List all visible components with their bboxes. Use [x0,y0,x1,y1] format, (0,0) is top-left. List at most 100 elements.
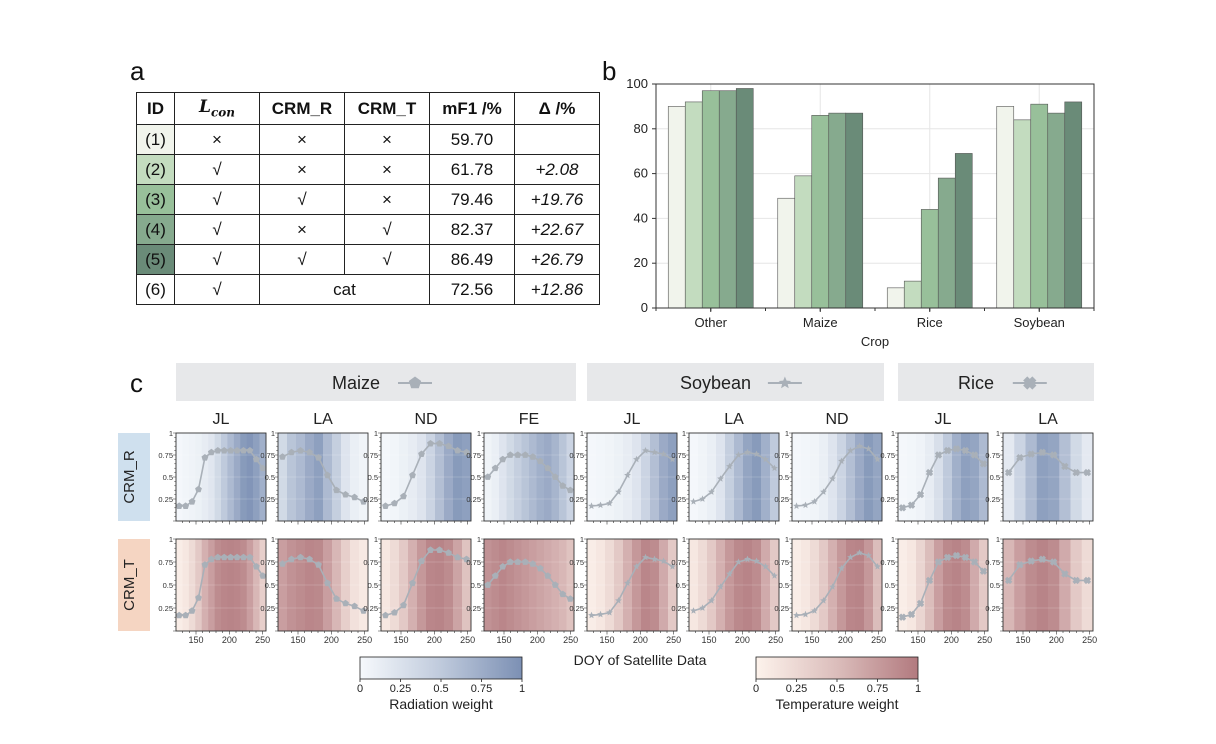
weight-band [907,539,917,631]
weight-band [614,433,624,521]
subplot-frame [586,432,678,522]
subplot-frame [897,538,989,632]
x-tick-label: 200 [324,635,339,645]
data-point [916,599,925,608]
weight-band [659,433,669,521]
x-tick-label: 200 [735,635,750,645]
cell-crm-r: × [259,214,345,245]
data-point [499,563,507,570]
subplot-frame [1002,432,1094,522]
series-line [282,556,364,612]
y-tick-label: 1 [374,535,378,544]
data-point [856,549,863,556]
data-point [961,553,970,562]
colorbar-tick-label: 1 [915,683,921,695]
group-header-label: Maize [332,373,380,393]
data-point [454,553,461,561]
region-label: LA [313,411,333,428]
weight-band [278,539,288,631]
data-point [660,557,667,564]
subplot-frame [380,432,472,522]
table-row: (6) √ cat 72.56 +12.86 [136,274,600,305]
data-point [521,558,529,565]
weight-band [233,539,241,631]
colorbar-tick-label: 0.75 [471,683,492,695]
data-point [351,493,358,501]
weight-band [698,433,708,521]
weight-band [1059,433,1071,521]
weight-band [979,433,989,521]
data-point [288,555,295,563]
weight-band [743,539,753,631]
subplot-frame [483,432,575,522]
weight-band [296,539,306,631]
weight-band [1036,539,1049,631]
weight-band [287,433,297,521]
weight-band [390,433,400,521]
weight-band [846,433,856,521]
weight-band [1014,539,1026,631]
weight-band [359,539,369,631]
weight-band [381,433,391,521]
data-point [427,440,434,447]
bar [794,175,813,309]
weight-band [350,539,360,631]
shared-x-label: DOY of Satellite Data [574,652,707,668]
weight-band [536,433,545,521]
y-tick-label: 0.25 [158,604,173,613]
y-tick-label: 0.75 [260,558,275,567]
data-point [1072,576,1080,585]
weight-band [979,539,989,631]
data-point [559,590,567,598]
weight-band [176,433,183,521]
weight-band [484,433,492,521]
weight-band [341,433,351,521]
y-tick-label: 1 [891,535,895,544]
data-point [943,553,952,562]
data-point [259,464,267,472]
data-point [220,447,228,454]
subplot-frame [586,538,678,632]
weight-band [961,539,971,631]
weight-band [792,433,802,521]
weight-band [1036,433,1049,521]
weight-band [221,539,228,631]
bar [735,88,754,309]
cell-delta [514,124,600,155]
data-point [762,563,769,570]
cell-delta: +2.08 [514,154,600,185]
weight-band [253,433,260,521]
y-tick-label: 1 [996,429,1000,438]
data-point [252,563,260,570]
header-crm-t: CRM_T [344,92,430,125]
data-point [624,471,631,479]
y-tick-label: 20 [634,255,648,270]
weight-band [864,433,874,521]
legend-marker [408,376,422,389]
subplot-frame [897,432,989,522]
x-tick-label: 150 [910,635,925,645]
data-point [588,611,595,619]
weight-band [925,539,935,631]
row-label-bg [118,433,150,521]
y-tick-label: 0.75 [671,558,686,567]
subplot-frame [791,538,883,632]
cell-crm-r: √ [259,244,345,275]
weight-band [188,539,196,631]
weight-band [898,433,908,521]
data-point [1061,570,1069,578]
weight-band [916,433,926,521]
data-point [865,552,872,559]
data-point [606,499,613,507]
x-tick-label: 150 [599,635,614,645]
weight-band [587,539,597,631]
x-tick-label: 250 [1082,635,1097,645]
bar [903,280,922,309]
x-tick-label: 250 [255,635,270,645]
cell-lcon: √ [174,214,260,245]
data-point [214,553,222,561]
weight-band [855,433,865,521]
data-point [699,495,706,502]
weight-band [641,539,651,631]
data-point [201,454,209,461]
